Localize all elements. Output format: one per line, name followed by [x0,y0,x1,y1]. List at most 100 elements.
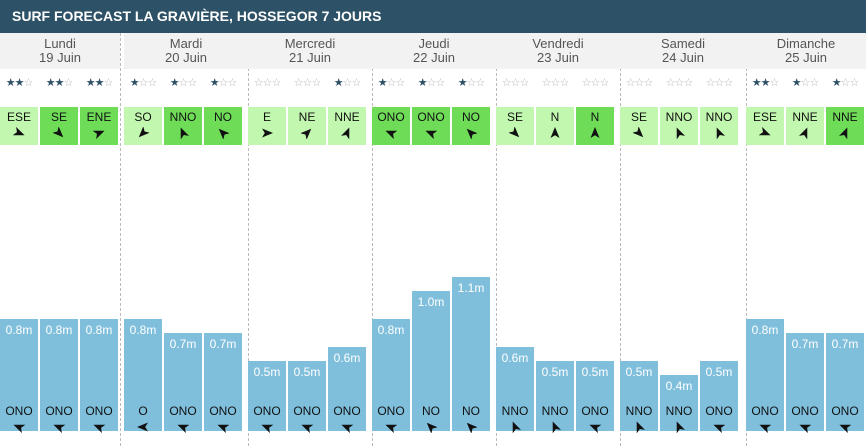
star-empty-icon: ☆ [665,77,676,89]
swell-arrow-icon [552,421,561,433]
star-empty-icon: ☆ [501,77,512,89]
forecast-slot: ★☆☆ NNO 0.7m ONO [164,33,202,446]
day-header: Jeudi 22 Juin [372,33,496,69]
swell-arrow-icon [713,424,725,433]
wave-height-label: 0.5m [293,365,321,379]
wave-height-bar: 0.8m [746,319,784,431]
swell-direction: NNO [625,404,653,418]
rating-stars: ☆☆☆ [660,76,698,90]
wind-cell: ESE [0,107,38,145]
day-date: 21 Juin [289,50,331,65]
wave-height-bar: 0.8m [80,319,118,431]
day-header: Lundi 19 Juin [0,33,120,69]
forecast-slot: ☆☆☆ E 0.5m ONO [248,33,286,446]
swell-direction: ONO [333,404,361,418]
wind-arrow-icon [550,127,560,138]
star-empty-icon: ☆ [227,77,237,89]
rating-stars: ★☆☆ [412,76,450,90]
swell-arrow-icon [589,424,601,433]
day-name: Dimanche [776,36,836,51]
star-empty-icon: ☆ [581,77,592,89]
swell-arrow-icon [799,424,811,433]
wind-direction: SE [50,110,67,124]
day-header: Samedi 24 Juin [620,33,746,69]
day-name: Samedi [660,36,706,51]
swell-direction: NO [462,404,480,418]
star-empty-icon: ☆ [674,77,685,89]
star-empty-icon: ☆ [559,77,569,89]
swell-direction: ONO [377,404,405,418]
swell-arrow-icon [466,422,477,433]
wave-height-bar: 0.8m [0,319,38,431]
wind-arrow-icon [13,127,25,136]
star-filled-icon: ★ [751,77,762,89]
wind-direction: NNE [334,110,360,124]
forecast-title: SURF FORECAST LA GRAVIÈRE, HOSSEGOR 7 JO… [0,0,866,33]
star-filled-icon: ★ [85,77,96,89]
forecast-slot: ★★☆ ESE 0.8m ONO [746,33,784,446]
swell-direction: ONO [209,404,237,418]
star-filled-icon: ★ [94,77,105,89]
rating-stars: ★☆☆ [452,76,490,90]
wind-arrow-icon [262,128,273,138]
forecast-slot: ★☆☆ NO 1.1m NO [452,33,490,446]
swell-arrow-icon [512,421,521,433]
day-header: Mercredi 21 Juin [248,33,372,69]
star-empty-icon: ☆ [683,77,693,89]
wave-height-bar: 0.7m [164,333,202,431]
swell-arrow-icon [759,424,771,433]
swell-arrow-icon [636,421,645,433]
day-column-2: Mercredi 21 Juin ☆☆☆ E 0.5m ONO ☆☆☆ NE 0.5m ONO ★☆… [248,33,373,446]
swell-arrow-icon [177,424,189,433]
wind-arrow-icon [633,127,644,138]
wind-arrow-icon [716,127,725,139]
star-empty-icon: ☆ [840,77,851,89]
wind-arrow-icon [676,127,685,139]
swell-direction: NNO [541,404,569,418]
wind-direction: NNE [792,110,818,124]
star-empty-icon: ☆ [23,77,33,89]
rating-stars: ☆☆☆ [288,76,326,90]
wave-height-bar: 0.8m [40,319,78,431]
wave-height-bar: 0.5m [620,361,658,431]
swell-arrow-icon [137,422,148,432]
wave-height-label: 0.5m [705,365,733,379]
wave-height-label: 0.8m [751,323,779,337]
forecast-slot: ☆☆☆ N 0.5m ONO [576,33,614,446]
wind-direction: N [550,110,560,124]
wave-height-bar: 1.1m [452,277,490,431]
star-empty-icon: ☆ [599,77,609,89]
star-filled-icon: ★ [5,77,16,89]
rating-stars: ☆☆☆ [536,76,574,90]
star-empty-icon: ☆ [800,77,811,89]
wind-arrow-icon [341,127,350,139]
wind-arrow-icon [799,127,808,139]
star-empty-icon: ☆ [63,77,73,89]
wind-arrow-icon [301,128,312,139]
forecast-slot: ★★☆ ESE 0.8m ONO [0,33,38,446]
wave-height-bar: 0.7m [786,333,824,431]
swell-arrow-icon [217,424,229,433]
swell-direction: ONO [45,404,73,418]
swell-direction: ONO [85,404,113,418]
star-empty-icon: ☆ [386,77,397,89]
rating-stars: ★☆☆ [328,76,366,90]
rating-stars: ☆☆☆ [620,76,658,90]
rating-stars: ★☆☆ [372,76,410,90]
forecast-slot: ★☆☆ NNE 0.7m ONO [826,33,864,446]
rating-stars: ★★☆ [0,76,38,90]
rating-stars: ★☆☆ [124,76,162,90]
star-empty-icon: ☆ [395,77,405,89]
swell-direction: NNO [501,404,529,418]
wind-direction: SE [506,110,523,124]
star-empty-icon: ☆ [590,77,601,89]
star-empty-icon: ☆ [426,77,437,89]
wave-height-bar: 0.8m [124,319,162,431]
wave-height-bar: 0.7m [826,333,864,431]
wind-cell: NNO [700,107,738,145]
star-empty-icon: ☆ [550,77,561,89]
day-name: Mardi [169,36,203,51]
wind-cell: NNO [660,107,698,145]
swell-arrow-icon [839,424,851,433]
